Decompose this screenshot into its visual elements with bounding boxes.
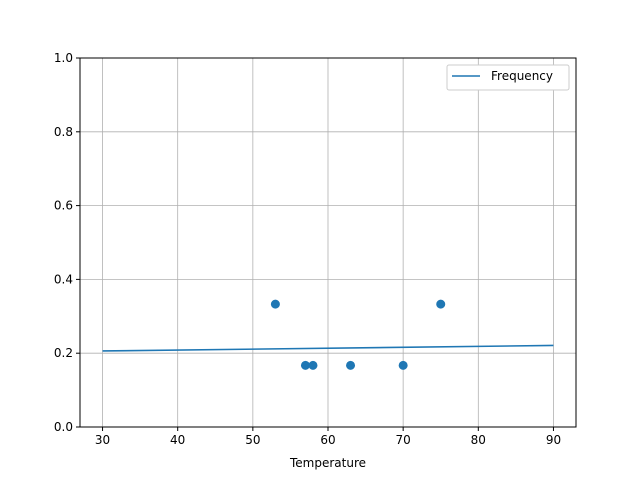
legend-label: Frequency [491, 69, 553, 83]
grid [80, 57, 576, 428]
x-tick-label: 80 [471, 433, 486, 447]
scatter-point [398, 360, 408, 370]
x-tick-label: 40 [170, 433, 185, 447]
scatter-point [300, 360, 310, 370]
scatter-point [308, 360, 318, 370]
y-tick-label: 0.8 [54, 125, 73, 139]
y-tick-label: 0.0 [54, 420, 73, 434]
legend-box [446, 64, 570, 91]
x-tick-label: 90 [546, 433, 561, 447]
scatter-point [346, 360, 356, 370]
ticks: 30 40 50 60 70 80 90 0.0 0.2 0.4 0.6 0.8 1.0 [54, 51, 561, 447]
x-axis-label: Temperature [289, 456, 366, 470]
y-tick-label: 1.0 [54, 51, 73, 65]
scatter-point [270, 299, 280, 309]
y-tick-label: 0.6 [54, 199, 73, 213]
x-tick-label: 60 [320, 433, 335, 447]
y-tick-label: 0.2 [54, 346, 73, 360]
y-tick-label: 0.4 [54, 272, 73, 286]
x-tick-label: 50 [245, 433, 260, 447]
x-tick-label: 70 [396, 433, 411, 447]
scatter-point [436, 299, 446, 309]
series-line [102, 344, 554, 352]
marks [102, 299, 554, 370]
legend: Frequency [446, 64, 570, 91]
x-tick-label: 30 [95, 433, 110, 447]
